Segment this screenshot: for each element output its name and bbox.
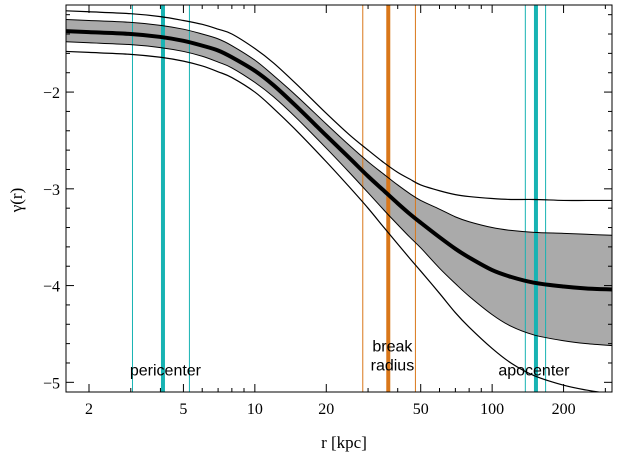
confidence-band — [66, 19, 612, 346]
y-tick-label: −2 — [43, 85, 60, 102]
x-tick-label: 20 — [318, 401, 334, 418]
curve-band-lower — [66, 41, 612, 347]
axes-frame — [65, 4, 613, 393]
vertical-marker-layer — [131, 5, 547, 392]
y-tick-label: −3 — [43, 182, 60, 199]
x-axis-title: r [kpc] — [321, 433, 367, 452]
tick-layer: 2 5 10 20 50 100 200 −2 −3 −4 −5 — [43, 5, 612, 418]
x-tick-label: 200 — [552, 401, 576, 418]
x-tick-label: 50 — [413, 401, 429, 418]
curve-outer-upper — [66, 10, 612, 202]
curve-outer-lower — [66, 50, 603, 392]
x-tick-label: 2 — [85, 401, 93, 418]
x-tick-label: 5 — [179, 401, 187, 418]
curve-median — [66, 29, 612, 292]
curve-band-upper — [66, 19, 612, 236]
marker-label-break-radius: break radius — [371, 338, 415, 374]
y-axis-title: γ(r) — [7, 188, 26, 214]
plot-frame — [65, 4, 613, 393]
confidence-band-layer — [66, 19, 612, 346]
annotation-layer: pericenter break radius apocenter — [130, 338, 570, 379]
y-tick-label: −4 — [43, 279, 60, 296]
x-tick-label: 10 — [247, 401, 263, 418]
x-tick-label: 100 — [480, 401, 504, 418]
marker-label-apocenter: apocenter — [498, 363, 570, 380]
curve-layer — [66, 10, 612, 392]
marker-label-pericenter: pericenter — [130, 363, 202, 380]
y-tick-label: −5 — [43, 375, 60, 392]
